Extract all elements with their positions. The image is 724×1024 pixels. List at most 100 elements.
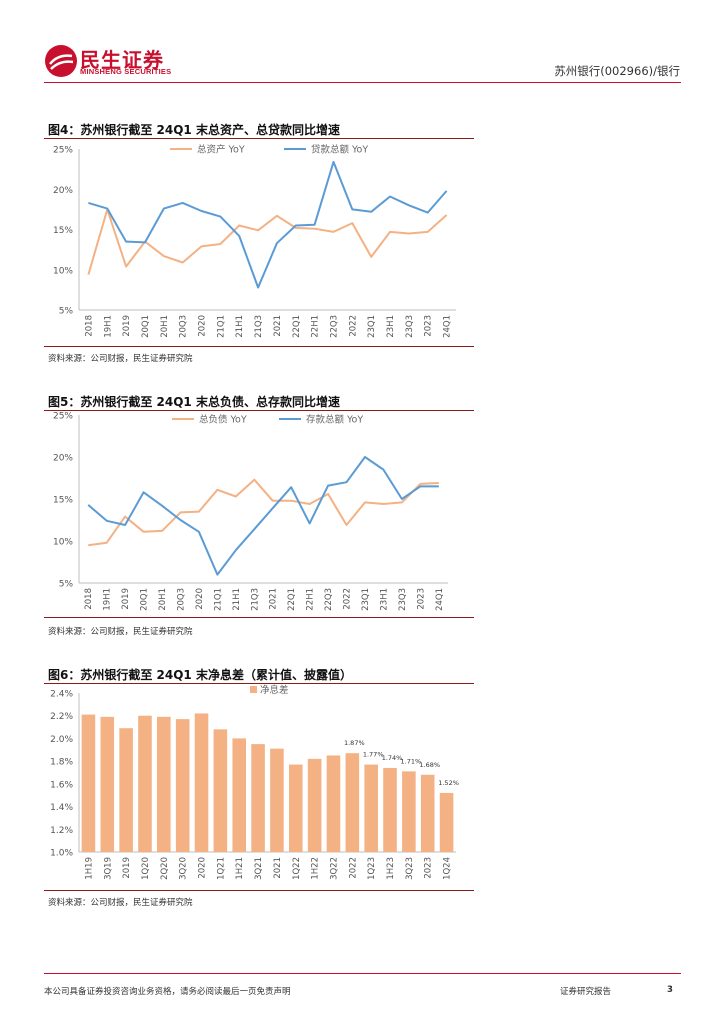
x-tick-label: 23H1 bbox=[379, 588, 389, 611]
x-tick-label: 1Q24 bbox=[443, 857, 453, 880]
bar bbox=[232, 738, 247, 852]
x-tick-label: 2018 bbox=[84, 315, 94, 337]
x-tick-label: 2018 bbox=[84, 588, 94, 610]
series-line-1 bbox=[87, 208, 448, 275]
x-tick-label: 22Q1 bbox=[292, 315, 302, 338]
bar bbox=[251, 744, 265, 852]
x-tick-label: 22Q3 bbox=[329, 315, 339, 338]
logo-text: 民生证券 bbox=[80, 48, 164, 72]
x-tick-label: 2020 bbox=[198, 315, 208, 337]
x-tick-label: 2022 bbox=[343, 588, 353, 610]
series-line-2 bbox=[87, 456, 439, 576]
x-tick-label: 21Q1 bbox=[216, 315, 226, 338]
x-tick-label: 20Q1 bbox=[141, 315, 151, 338]
x-tick-label: 23Q3 bbox=[405, 315, 415, 338]
x-tick-label: 3Q20 bbox=[179, 857, 189, 880]
y-tick-label: 1.6% bbox=[50, 780, 73, 790]
series-line-1 bbox=[88, 478, 439, 547]
x-tick-label: 20H1 bbox=[160, 315, 170, 338]
legend-label: 总资产 YoY bbox=[197, 144, 245, 156]
x-tick-label: 23Q1 bbox=[367, 315, 377, 338]
x-tick-label: 2023 bbox=[416, 588, 426, 610]
legend-label: 贷款总额 YoY bbox=[311, 144, 368, 156]
x-tick-label: 19H1 bbox=[103, 315, 113, 338]
footer-divider bbox=[44, 973, 681, 974]
bar bbox=[81, 714, 96, 852]
x-tick-label: 21Q3 bbox=[250, 588, 260, 611]
figure-5-title: 图5：苏州银行截至 24Q1 末总负债、总存款同比增速 bbox=[48, 395, 340, 409]
x-tick-label: 3Q22 bbox=[329, 857, 339, 880]
x-tick-label: 2020 bbox=[195, 588, 205, 610]
data-label: 1.87% bbox=[344, 739, 365, 747]
data-label: 1.74% bbox=[382, 754, 403, 762]
y-tick-label: 5% bbox=[59, 307, 74, 317]
x-tick-label: 24Q1 bbox=[443, 315, 453, 338]
figure-6-title: 图6：苏州银行截至 24Q1 末净息差（累计值、披露值） bbox=[48, 668, 352, 682]
figure-4-bottom-rule bbox=[44, 346, 474, 347]
bar bbox=[402, 771, 416, 852]
x-tick-label: 1H21 bbox=[235, 857, 245, 880]
x-tick-label: 21H1 bbox=[235, 315, 245, 338]
y-tick-label: 1.4% bbox=[50, 803, 73, 813]
company-ticker: 苏州银行(002966)/银行 bbox=[554, 64, 680, 78]
bar bbox=[326, 755, 341, 852]
x-tick-label: 20Q1 bbox=[140, 588, 150, 611]
x-tick-label: 2021 bbox=[269, 588, 279, 610]
y-tick-label: 2.4% bbox=[50, 690, 73, 700]
x-tick-label: 1H23 bbox=[386, 857, 396, 880]
logo-icon bbox=[45, 45, 77, 77]
x-tick-label: 1Q20 bbox=[141, 857, 151, 880]
figure-6-bottom-rule bbox=[44, 890, 474, 891]
bar bbox=[213, 729, 228, 852]
legend-swatch bbox=[250, 686, 257, 693]
figure-4-title: 图4：苏州银行截至 24Q1 末总资产、总贷款同比增速 bbox=[48, 123, 340, 137]
x-tick-label: 19H1 bbox=[103, 588, 113, 611]
x-tick-label: 1H19 bbox=[84, 857, 94, 880]
y-tick-label: 10% bbox=[53, 266, 73, 276]
figure-5-source: 资料来源：公司财报，民生证券研究院 bbox=[48, 627, 193, 637]
y-tick-label: 1.2% bbox=[50, 826, 73, 836]
x-tick-label: 2021 bbox=[273, 315, 283, 337]
bar bbox=[383, 767, 397, 852]
bar bbox=[420, 774, 435, 852]
x-tick-label: 1H22 bbox=[311, 857, 321, 880]
x-tick-label: 2021 bbox=[273, 857, 283, 879]
x-tick-label: 3Q23 bbox=[405, 857, 415, 880]
bar bbox=[307, 758, 322, 852]
x-tick-label: 22H1 bbox=[306, 588, 316, 611]
x-tick-label: 1Q21 bbox=[216, 857, 226, 880]
x-tick-label: 2019 bbox=[122, 315, 132, 337]
x-tick-label: 21Q3 bbox=[254, 315, 264, 338]
x-tick-label: 23Q3 bbox=[398, 588, 408, 611]
page-number: 3 bbox=[667, 985, 673, 995]
x-tick-label: 22Q1 bbox=[287, 588, 297, 611]
y-tick-label: 25% bbox=[53, 146, 73, 156]
bar bbox=[175, 719, 190, 852]
y-tick-label: 2.2% bbox=[50, 712, 73, 722]
legend-label: 存款总额 YoY bbox=[306, 414, 363, 426]
data-label: 1.52% bbox=[438, 779, 459, 787]
x-tick-label: 2Q20 bbox=[160, 857, 170, 880]
data-label: 1.71% bbox=[401, 757, 422, 765]
x-tick-label: 22H1 bbox=[311, 315, 321, 338]
x-tick-label: 2022 bbox=[348, 857, 358, 879]
x-tick-label: 3Q21 bbox=[254, 857, 264, 880]
x-tick-label: 3Q19 bbox=[103, 857, 113, 880]
logo-subtext: MINSHENG SECURITIES bbox=[80, 67, 172, 76]
bar bbox=[194, 713, 209, 852]
chart-net-interest-margin: 1.0% 1.2% 1.4% 1.6% 1.8% 2.0% 2.2% 2.4% 1H19 3Q19… bbox=[50, 684, 459, 880]
x-tick-label: 2023 bbox=[424, 315, 434, 337]
x-tick-label: 21Q1 bbox=[213, 588, 223, 611]
chart-asset-loan-yoy: 5% 10% 15% 20% 25% 2018 19H1 2019 20Q1 20H1 20Q3 20… bbox=[53, 144, 456, 338]
x-tick-label: 20Q3 bbox=[179, 315, 189, 338]
y-tick-label: 15% bbox=[53, 496, 73, 506]
series-line-2 bbox=[88, 160, 448, 289]
bar bbox=[138, 715, 152, 852]
y-tick-label: 10% bbox=[53, 538, 73, 548]
bar bbox=[119, 728, 133, 852]
x-tick-label: 1Q23 bbox=[367, 857, 377, 880]
data-label: 1.77% bbox=[363, 751, 384, 759]
x-tick-label: 23Q1 bbox=[361, 588, 371, 611]
x-tick-label: 21H1 bbox=[232, 588, 242, 611]
x-tick-label: 20H1 bbox=[158, 588, 168, 611]
